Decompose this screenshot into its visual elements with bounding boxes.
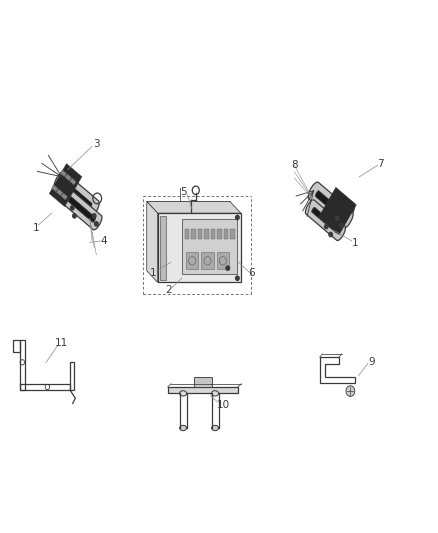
Text: 1: 1 xyxy=(351,238,358,248)
Polygon shape xyxy=(57,189,63,196)
Polygon shape xyxy=(230,229,235,239)
Text: 7: 7 xyxy=(377,159,384,169)
Circle shape xyxy=(73,214,76,218)
Circle shape xyxy=(71,206,74,210)
Polygon shape xyxy=(62,189,102,230)
Polygon shape xyxy=(147,201,241,213)
Circle shape xyxy=(329,232,332,237)
Polygon shape xyxy=(61,180,92,209)
Polygon shape xyxy=(182,219,237,274)
Polygon shape xyxy=(160,216,166,280)
Text: 10: 10 xyxy=(217,400,230,410)
Text: 3: 3 xyxy=(93,139,100,149)
Polygon shape xyxy=(65,174,71,181)
Circle shape xyxy=(325,224,328,229)
Polygon shape xyxy=(217,229,222,239)
Ellipse shape xyxy=(180,425,187,431)
Text: 9: 9 xyxy=(368,358,375,367)
Circle shape xyxy=(340,223,343,228)
Polygon shape xyxy=(185,229,190,239)
Polygon shape xyxy=(217,252,229,269)
Polygon shape xyxy=(49,164,82,207)
Circle shape xyxy=(236,215,239,220)
Polygon shape xyxy=(198,229,202,239)
Polygon shape xyxy=(315,191,346,220)
Polygon shape xyxy=(54,172,99,217)
Polygon shape xyxy=(201,252,214,269)
Polygon shape xyxy=(168,387,238,393)
Polygon shape xyxy=(191,229,196,239)
Ellipse shape xyxy=(180,391,187,396)
Circle shape xyxy=(92,214,96,218)
Text: 8: 8 xyxy=(291,160,298,170)
Polygon shape xyxy=(211,229,215,239)
Text: 5: 5 xyxy=(180,187,187,197)
Polygon shape xyxy=(311,207,339,233)
Polygon shape xyxy=(70,178,76,185)
Polygon shape xyxy=(305,200,346,240)
Text: 2: 2 xyxy=(165,286,172,295)
Text: 6: 6 xyxy=(248,269,255,278)
Polygon shape xyxy=(308,182,353,228)
Polygon shape xyxy=(147,201,158,282)
Polygon shape xyxy=(224,229,228,239)
Polygon shape xyxy=(60,170,67,177)
Ellipse shape xyxy=(212,391,219,396)
Circle shape xyxy=(346,386,355,397)
Text: 1: 1 xyxy=(150,268,157,278)
Text: 4: 4 xyxy=(101,236,108,246)
Circle shape xyxy=(336,216,339,221)
Polygon shape xyxy=(68,197,96,222)
Polygon shape xyxy=(186,252,198,269)
Polygon shape xyxy=(204,229,209,239)
Circle shape xyxy=(95,222,98,226)
Polygon shape xyxy=(158,213,241,282)
Polygon shape xyxy=(319,188,357,235)
Circle shape xyxy=(236,276,239,280)
Polygon shape xyxy=(194,377,212,387)
Circle shape xyxy=(226,266,230,270)
Ellipse shape xyxy=(212,425,219,431)
Text: 11: 11 xyxy=(55,338,68,348)
Polygon shape xyxy=(147,201,230,271)
Polygon shape xyxy=(52,185,58,192)
Polygon shape xyxy=(61,193,67,200)
Text: 1: 1 xyxy=(32,223,39,232)
